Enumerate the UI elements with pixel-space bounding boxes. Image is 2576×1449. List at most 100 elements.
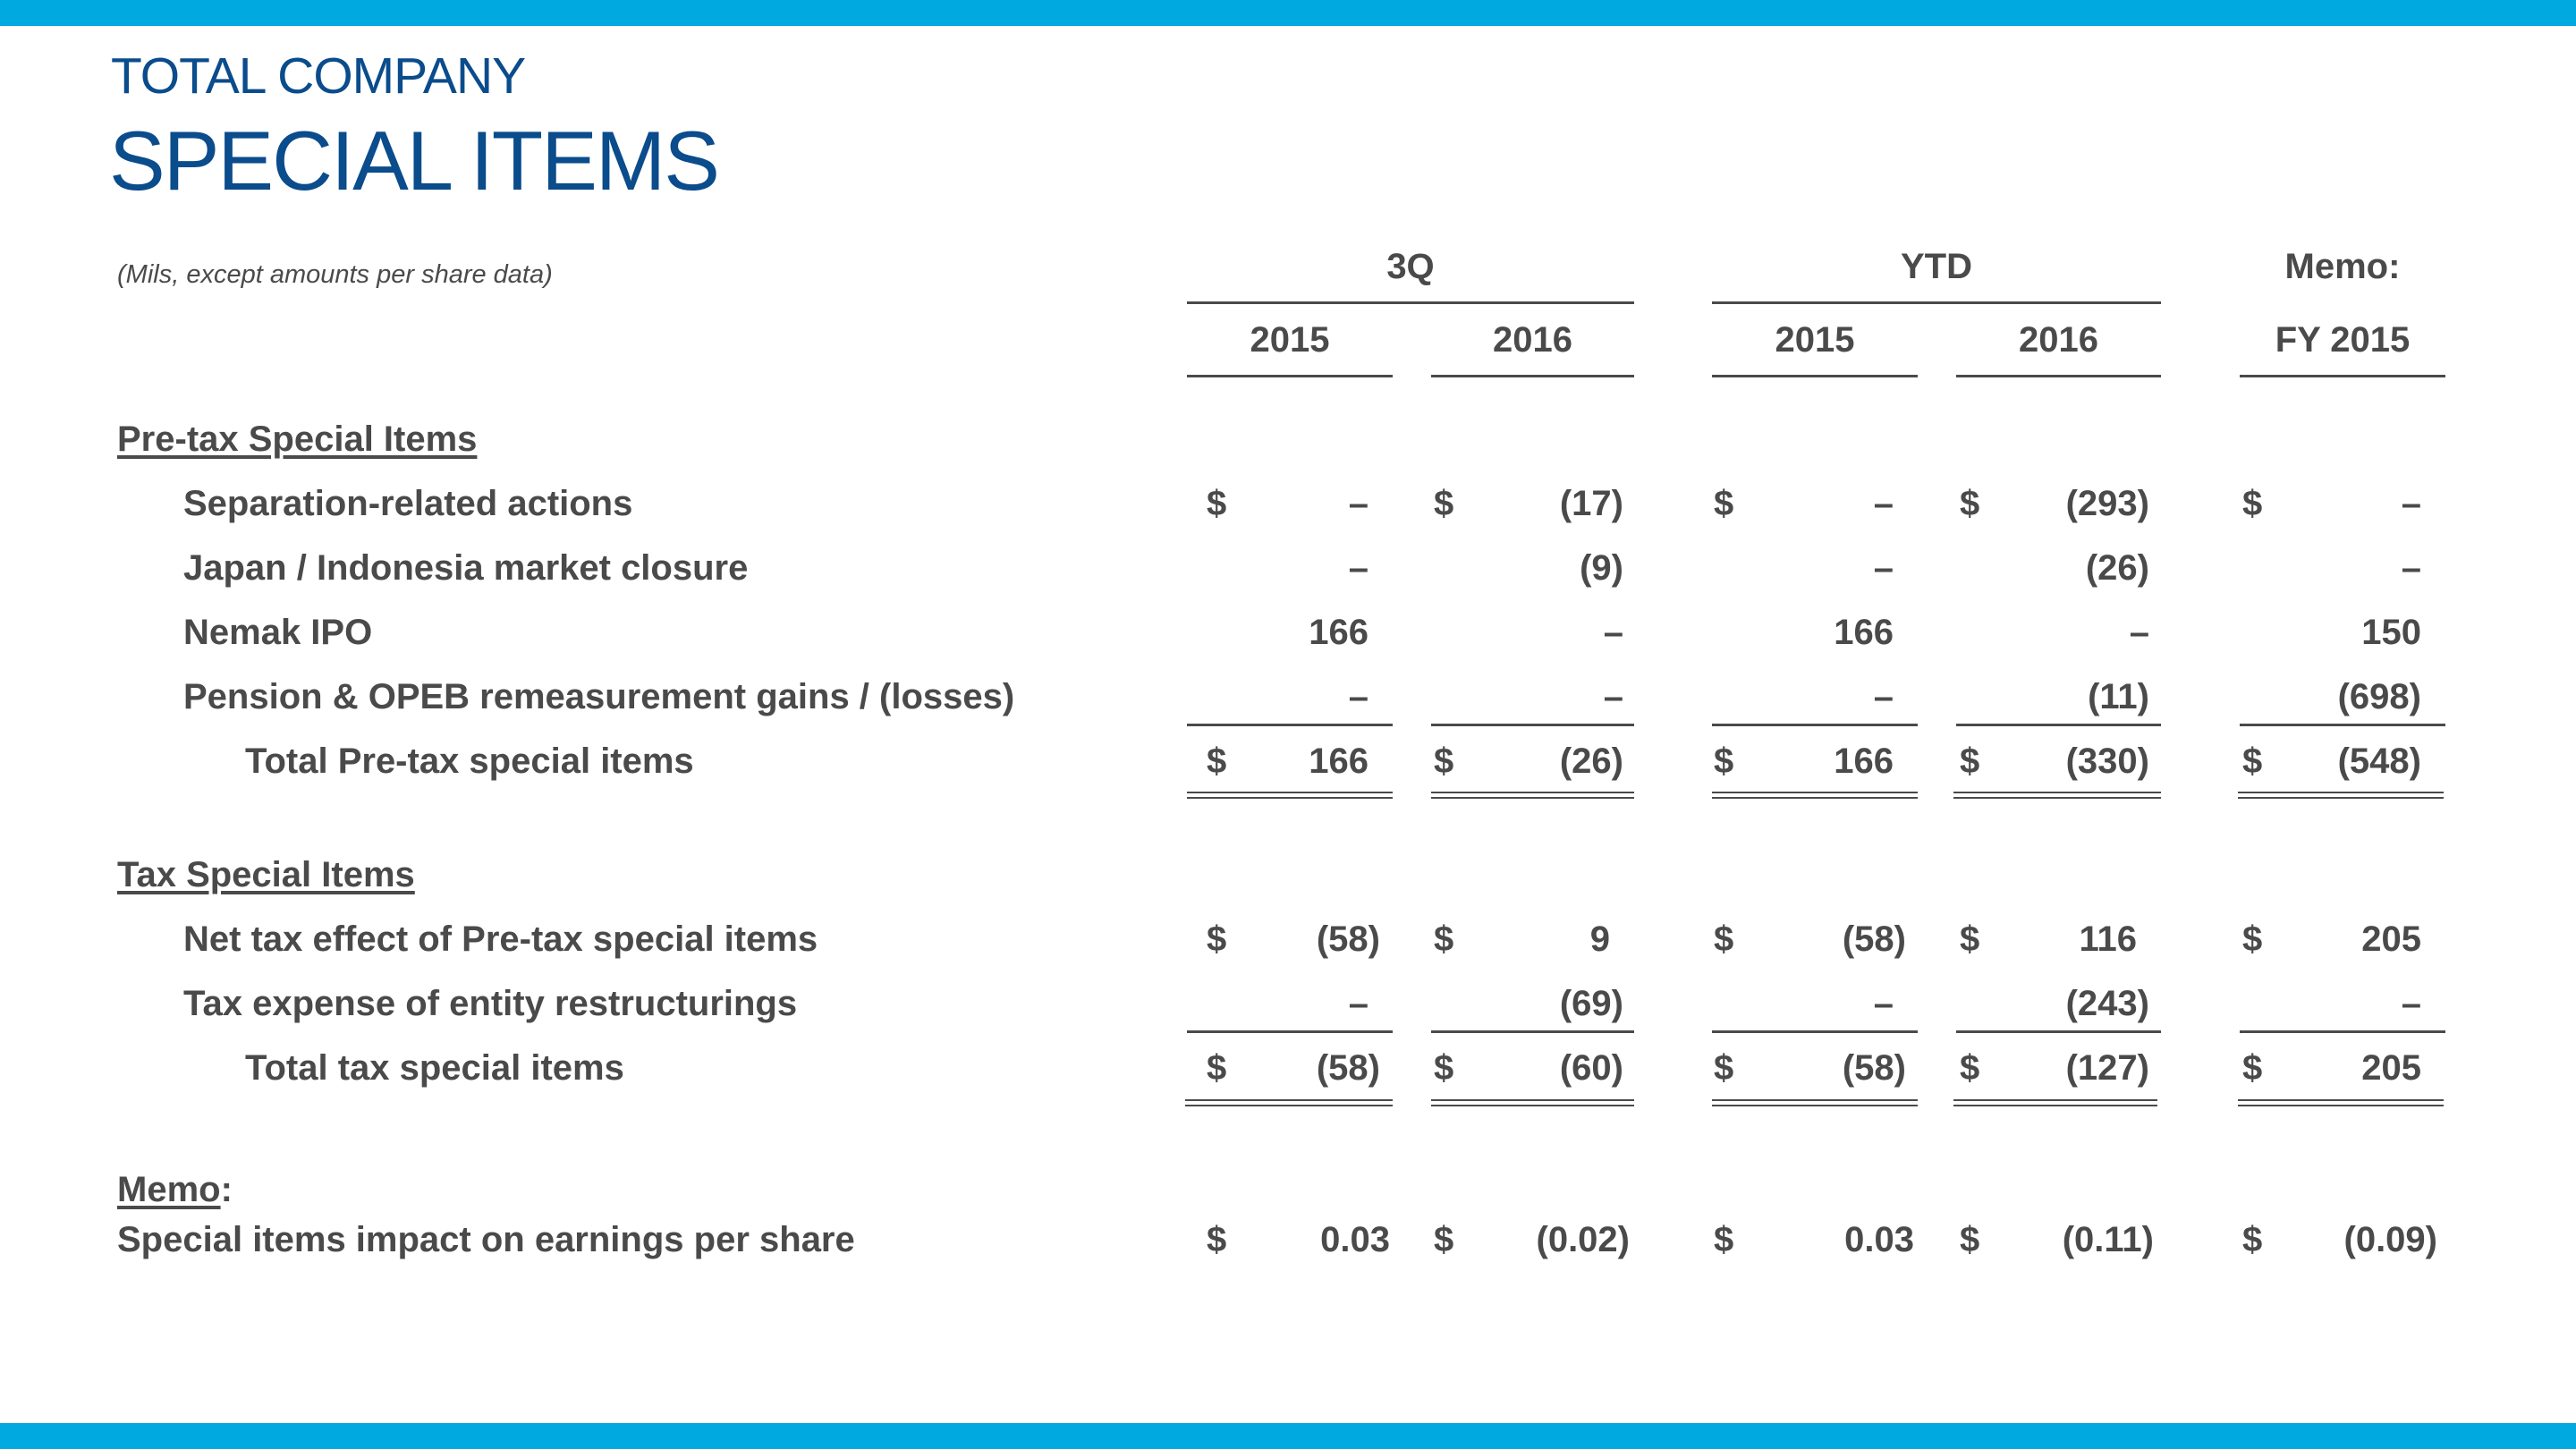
currency-symbol: $	[1207, 919, 1227, 959]
header-3q: 3Q	[1386, 247, 1435, 286]
header-3q-2016: 2016	[1493, 320, 1572, 360]
cell-value: –	[1348, 548, 1368, 588]
row-label: Total Pre-tax special items	[245, 741, 694, 781]
currency-symbol: $	[1960, 1048, 1980, 1088]
header-ytd-2016: 2016	[2019, 320, 2098, 360]
currency-symbol: $	[1714, 1048, 1734, 1088]
cell-value: –	[1603, 677, 1623, 716]
header-3q-2015: 2015	[1250, 320, 1330, 360]
currency-symbol: $	[1714, 484, 1734, 523]
cell-value: 166	[1834, 613, 1894, 652]
double-rule	[1187, 792, 1393, 799]
cell-value: –	[1348, 484, 1368, 523]
cell-value: –	[1873, 484, 1894, 523]
cell-value: (9)	[1580, 548, 1623, 588]
cell-value: –	[2401, 548, 2421, 588]
rule	[1712, 724, 1918, 726]
currency-symbol: $	[1960, 919, 1980, 959]
currency-symbol: $	[1207, 741, 1227, 781]
row-label: Nemak IPO	[183, 613, 373, 652]
cell-value: –	[1873, 677, 1894, 716]
rule	[2240, 1030, 2445, 1033]
cell-value: –	[1348, 677, 1368, 716]
currency-symbol: $	[1960, 741, 1980, 781]
cell-value: 205	[2361, 919, 2421, 959]
memo-colon: :	[220, 1170, 233, 1209]
cell-value: (58)	[1842, 919, 1906, 959]
cell-value: 0.03	[1320, 1220, 1390, 1259]
cell-value: (26)	[2085, 548, 2149, 588]
section-pretax-special-items: Pre-tax Special Items	[117, 419, 478, 459]
cell-value: (58)	[1316, 1048, 1380, 1088]
double-rule	[1431, 792, 1634, 799]
cell-value: (127)	[2065, 1048, 2149, 1088]
cell-value: (58)	[1316, 919, 1380, 959]
rule	[1187, 301, 1634, 304]
rule	[1431, 1030, 1634, 1033]
currency-symbol: $	[1960, 484, 1980, 523]
currency-symbol: $	[1434, 1048, 1454, 1088]
cell-value: –	[1873, 984, 1894, 1023]
rule	[1187, 375, 1393, 377]
rule	[1712, 375, 1918, 377]
cell-value: (26)	[1559, 741, 1623, 781]
cell-value: –	[2401, 984, 2421, 1023]
row-label: Japan / Indonesia market closure	[183, 548, 749, 588]
rule	[1712, 301, 2161, 304]
cell-value: 166	[1309, 741, 1368, 781]
section-tax-special-items: Tax Special Items	[117, 855, 415, 894]
top-accent-bar	[0, 0, 2576, 26]
section-memo: Memo:	[117, 1170, 233, 1210]
double-rule	[1712, 792, 1918, 799]
currency-symbol: $	[2242, 484, 2263, 523]
double-rule	[2238, 792, 2444, 799]
rule	[2240, 724, 2445, 726]
row-label: Pension & OPEB remeasurement gains / (lo…	[183, 677, 1015, 716]
header-ytd-2015: 2015	[1775, 320, 1855, 360]
row-label: Net tax effect of Pre-tax special items	[183, 919, 818, 959]
cell-value: –	[1603, 613, 1623, 652]
cell-value: 150	[2361, 613, 2421, 652]
cell-value: (698)	[2337, 677, 2421, 716]
page-title: SPECIAL ITEMS	[109, 114, 720, 208]
rule	[1956, 1030, 2161, 1033]
cell-value: (0.02)	[1536, 1220, 1631, 1259]
currency-symbol: $	[2242, 741, 2263, 781]
currency-symbol: $	[2242, 1048, 2263, 1088]
currency-symbol: $	[1434, 1220, 1454, 1259]
row-label: Tax expense of entity restructurings	[183, 984, 798, 1023]
cell-value: (0.11)	[2062, 1220, 2154, 1259]
row-label: Total tax special items	[245, 1048, 624, 1088]
row-label: Separation-related actions	[183, 484, 633, 523]
rule	[1956, 724, 2161, 726]
rule	[1187, 724, 1393, 726]
cell-value: –	[2401, 484, 2421, 523]
header-ytd: YTD	[1901, 247, 1972, 286]
currency-symbol: $	[1960, 1220, 1980, 1259]
currency-symbol: $	[1714, 919, 1734, 959]
cell-value: (0.09)	[2343, 1220, 2438, 1259]
cell-value: (58)	[1842, 1048, 1906, 1088]
rule	[1431, 375, 1634, 377]
currency-symbol: $	[2242, 1220, 2263, 1259]
rule	[1956, 375, 2161, 377]
cell-value: 0.03	[1844, 1220, 1914, 1259]
rule	[1712, 1030, 1918, 1033]
currency-symbol: $	[1207, 1048, 1227, 1088]
cell-value: –	[1348, 984, 1368, 1023]
cell-value: 116	[2079, 919, 2137, 959]
double-rule	[2238, 1099, 2444, 1106]
double-rule	[1953, 792, 2161, 799]
cell-value: 166	[1834, 741, 1894, 781]
units-note: (Mils, except amounts per share data)	[117, 260, 553, 289]
cell-value: 205	[2361, 1048, 2421, 1088]
memo-label: Memo	[117, 1170, 221, 1209]
cell-value: 166	[1309, 613, 1368, 652]
rule	[1431, 724, 1634, 726]
double-rule	[1712, 1099, 1918, 1106]
double-rule	[1953, 1099, 2157, 1106]
double-rule	[1431, 1099, 1634, 1106]
cell-value: –	[1873, 548, 1894, 588]
currency-symbol: $	[1434, 741, 1454, 781]
cell-value: (548)	[2337, 741, 2421, 781]
